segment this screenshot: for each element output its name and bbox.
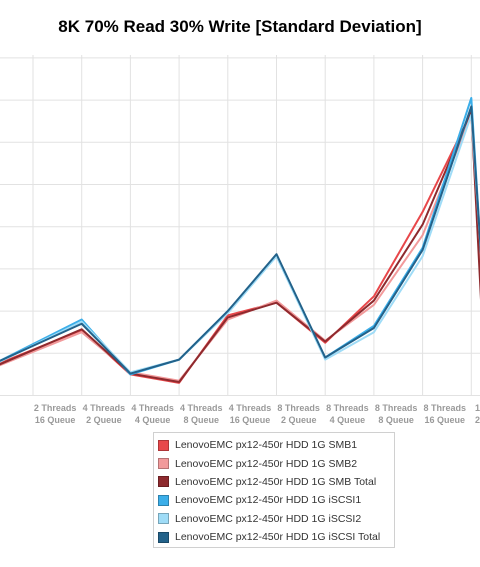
series-lines [0, 96, 480, 384]
x-tick-label: 2 Queue [86, 415, 122, 425]
legend: LenovoEMC px12-450r HDD 1G SMB1 LenovoEMC… [153, 432, 395, 548]
x-tick-label: 2 Threads [34, 403, 77, 413]
legend-label: LenovoEMC px12-450r HDD 1G SMB Total [175, 475, 377, 488]
legend-swatch [158, 439, 169, 451]
chart-title: 8K 70% Read 30% Write [Standard Deviatio… [58, 17, 422, 36]
x-tick-label: 16 Queue [230, 415, 271, 425]
series-line-3 [0, 109, 480, 383]
legend-label: LenovoEMC px12-450r HDD 1G iSCSI2 [175, 512, 362, 525]
legend-swatch [158, 531, 169, 543]
x-tick-label: 8 Queue [378, 415, 414, 425]
x-tick-label: 2 Queue [281, 415, 317, 425]
x-tick-label: 16 [475, 403, 480, 413]
x-tick-label: 2 [475, 415, 480, 425]
legend-item[interactable]: LenovoEMC px12-450r HDD 1G SMB2 [158, 454, 394, 472]
legend-item[interactable]: LenovoEMC px12-450r HDD 1G iSCSI Total [158, 528, 394, 546]
legend-swatch [158, 494, 169, 506]
x-tick-label: 4 Threads [229, 403, 272, 413]
x-tick-label: 4 Threads [83, 403, 126, 413]
legend-item[interactable]: LenovoEMC px12-450r HDD 1G iSCSI1 [158, 491, 394, 509]
x-tick-label: 4 Threads [180, 403, 223, 413]
x-tick-label: 8 Threads [277, 403, 320, 413]
x-tick-label: 8 Threads [326, 403, 369, 413]
grid [0, 55, 480, 396]
x-tick-label: 8 Queue [184, 415, 220, 425]
x-tick-label: 16 Queue [35, 415, 76, 425]
x-tick-label: 8 Threads [424, 403, 467, 413]
x-tick-label: 8 Threads [375, 403, 418, 413]
legend-label: LenovoEMC px12-450r HDD 1G SMB2 [175, 457, 358, 470]
x-tick-label: 4 Threads [131, 403, 174, 413]
series-line-6 [0, 105, 480, 375]
legend-label: LenovoEMC px12-450r HDD 1G SMB1 [175, 439, 358, 452]
legend-item[interactable]: LenovoEMC px12-450r HDD 1G SMB Total [158, 473, 394, 491]
legend-swatch [158, 476, 169, 488]
legend-label: LenovoEMC px12-450r HDD 1G iSCSI1 [175, 494, 362, 507]
x-tick-label: 4 Queue [135, 415, 171, 425]
legend-item[interactable]: LenovoEMC px12-450r HDD 1G iSCSI2 [158, 510, 394, 528]
legend-label: LenovoEMC px12-450r HDD 1G iSCSI Total [175, 531, 381, 544]
legend-item[interactable]: LenovoEMC px12-450r HDD 1G SMB1 [158, 436, 394, 454]
x-tick-label: 16 Queue [425, 415, 466, 425]
legend-swatch [158, 513, 169, 525]
x-tick-label: 4 Queue [330, 415, 366, 425]
legend-swatch [158, 458, 169, 470]
